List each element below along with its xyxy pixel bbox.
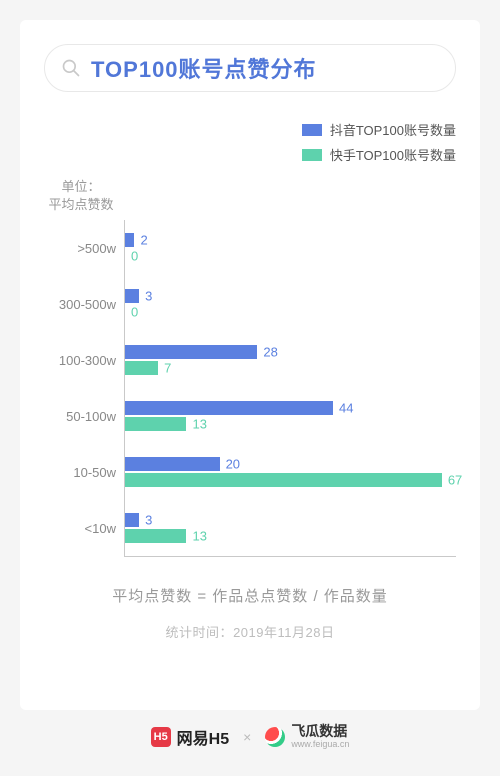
bar-series1: 44: [125, 401, 333, 415]
separator-x: ×: [243, 729, 251, 745]
plot-area: 203028744132067313: [124, 220, 456, 557]
legend-item-1: 抖音TOP100账号数量: [302, 120, 456, 139]
bar-value-label: 3: [139, 289, 152, 304]
bar-value-label: 7: [158, 361, 171, 376]
legend-swatch-1: [302, 124, 322, 136]
brand-text-h5: 网易H5: [177, 725, 229, 749]
legend-swatch-2: [302, 149, 322, 161]
legend-label-2: 快手TOP100账号数量: [330, 145, 456, 164]
bar-series2: 7: [125, 361, 158, 375]
brand-netease-h5: H5 网易H5: [151, 725, 229, 749]
chart-card: TOP100账号点赞分布 抖音TOP100账号数量 快手TOP100账号数量 单…: [20, 20, 480, 710]
bar-value-label: 2: [134, 233, 147, 248]
brand-logo-feigua-icon: [265, 727, 285, 747]
y-tick-label: <10w: [44, 500, 124, 556]
y-tick-label: >500w: [44, 220, 124, 276]
bar-group: 44 13: [125, 388, 456, 444]
bar-series1: 2: [125, 233, 134, 247]
y-tick-label: 300-500w: [44, 276, 124, 332]
bar-series2: 67: [125, 473, 442, 487]
footer-brands: H5 网易H5 × 飞瓜数据 www.feigua.cn: [0, 724, 500, 749]
bar-group: 2067: [125, 444, 456, 500]
stat-time: 统计时间：2019年11月28日: [44, 622, 456, 641]
brand-text-feigua: 飞瓜数据 www.feigua.cn: [291, 724, 349, 749]
bar-chart: >500w300-500w100-300w50-100w10-50w<10w 2…: [44, 220, 456, 557]
bar-value-label: 3: [139, 513, 152, 528]
chart-title: TOP100账号点赞分布: [91, 52, 317, 84]
bar-group: 28 7: [125, 332, 456, 388]
y-axis-labels: >500w300-500w100-300w50-100w10-50w<10w: [44, 220, 124, 557]
brand-feigua: 飞瓜数据 www.feigua.cn: [265, 724, 349, 749]
bar-value-label: 0: [125, 249, 138, 264]
bar-series1: 28: [125, 345, 257, 359]
bar-series2: 13: [125, 417, 186, 431]
bar-value-label: 44: [333, 401, 353, 416]
y-tick-label: 50-100w: [44, 388, 124, 444]
bar-series2: 13: [125, 529, 186, 543]
bar-group: 20: [125, 220, 456, 276]
bar-group: 313: [125, 500, 456, 556]
y-tick-label: 100-300w: [44, 332, 124, 388]
bar-series1: 3: [125, 513, 139, 527]
bar-value-label: 67: [442, 473, 462, 488]
bar-series1: 3: [125, 289, 139, 303]
bar-value-label: 13: [186, 417, 206, 432]
formula-note: 平均点赞数 = 作品总点赞数 / 作品数量: [44, 585, 456, 606]
bar-group: 30: [125, 276, 456, 332]
legend-label-1: 抖音TOP100账号数量: [330, 120, 456, 139]
title-pill: TOP100账号点赞分布: [44, 44, 456, 92]
search-icon: [61, 58, 81, 78]
y-tick-label: 10-50w: [44, 444, 124, 500]
bar-value-label: 28: [257, 345, 277, 360]
legend-item-2: 快手TOP100账号数量: [302, 145, 456, 164]
bar-value-label: 13: [186, 529, 206, 544]
bar-value-label: 20: [220, 457, 240, 472]
brand-logo-h5-icon: H5: [151, 727, 171, 747]
bar-series1: 20: [125, 457, 220, 471]
bar-value-label: 0: [125, 305, 138, 320]
legend: 抖音TOP100账号数量 快手TOP100账号数量: [44, 120, 456, 164]
y-axis-title: 单位： 平均点赞数: [36, 178, 126, 214]
